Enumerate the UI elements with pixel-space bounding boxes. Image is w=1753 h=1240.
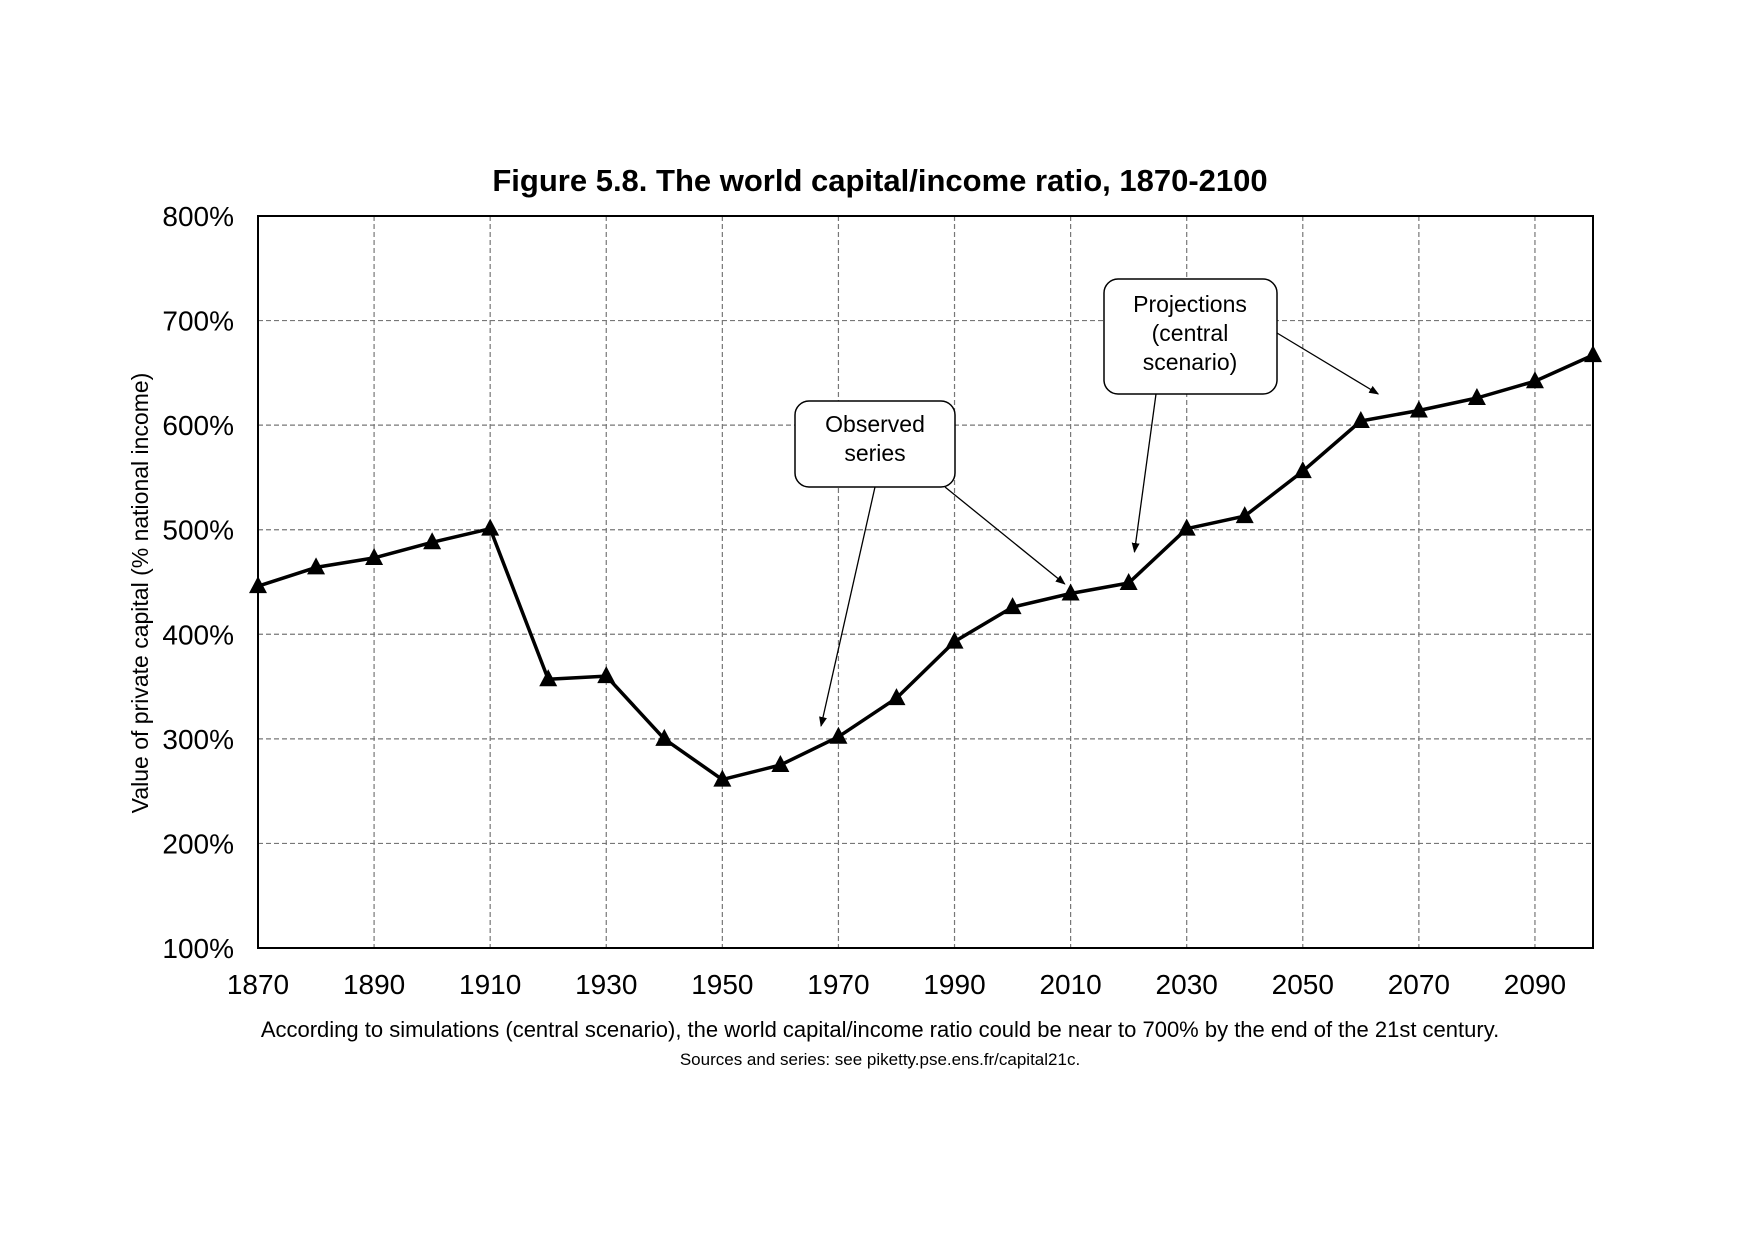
y-tick-label: 600% <box>162 410 234 441</box>
annotations: Observed series Projections (central scenari… <box>794 278 1380 727</box>
plot-frame <box>257 215 1594 949</box>
x-tick-label: 1950 <box>691 969 753 1000</box>
data-point-marker <box>1003 597 1022 615</box>
x-tick-label: 1910 <box>459 969 521 1000</box>
data-point-marker <box>945 631 964 649</box>
series <box>249 345 1602 787</box>
annotation-arrow <box>1276 332 1380 395</box>
x-tick-label: 1890 <box>343 969 405 1000</box>
data-point-marker <box>1584 345 1602 363</box>
data-point-marker <box>713 769 732 787</box>
data-point-marker <box>249 576 267 594</box>
data-point-marker <box>829 726 848 744</box>
x-tick-label: 1870 <box>227 969 289 1000</box>
chart-title: Figure 5.8. The world capital/income rat… <box>492 163 1267 198</box>
data-point-marker <box>1061 583 1080 601</box>
x-tick-label: 1970 <box>807 969 869 1000</box>
y-tick-label: 300% <box>162 724 234 755</box>
annotation-text: (central <box>1152 320 1229 346</box>
annotation-box <box>794 400 956 488</box>
annotation-arrow <box>1131 393 1157 553</box>
data-point-marker <box>365 547 384 565</box>
grid <box>258 216 1593 948</box>
data-point-marker <box>539 669 558 687</box>
x-tick-label: 1930 <box>575 969 637 1000</box>
x-tick-label: 2030 <box>1156 969 1218 1000</box>
y-tick-label: 500% <box>162 515 234 546</box>
annotation-text: Observed <box>825 411 925 437</box>
data-point-marker <box>887 688 906 706</box>
data-point-marker <box>1525 371 1544 389</box>
data-point-marker <box>1409 400 1428 418</box>
y-axis-label: Value of private capital (% national inc… <box>127 373 153 814</box>
figure-caption: According to simulations (central scenar… <box>230 1016 1530 1074</box>
y-tick-label: 700% <box>162 306 234 337</box>
x-tick-label: 1990 <box>923 969 985 1000</box>
annotation-arrow <box>944 486 1066 585</box>
caption-source: Sources and series: see piketty.pse.ens.… <box>679 1050 1081 1069</box>
annotation-arrow <box>819 486 876 727</box>
data-point-marker <box>1119 573 1138 591</box>
data-point-marker <box>1177 518 1196 536</box>
data-point-marker <box>307 557 326 575</box>
data-point-marker <box>1293 461 1312 479</box>
y-tick-label: 800% <box>162 201 234 232</box>
x-tick-label: 2090 <box>1504 969 1566 1000</box>
annotation-box <box>1103 278 1278 395</box>
y-tick-label: 200% <box>162 828 234 859</box>
x-tick-label: 2070 <box>1388 969 1450 1000</box>
axis-ticks: 1870 1890 1910 1930 1950 1970 1990 2010 2030 2050… <box>162 201 1566 1000</box>
data-point-marker <box>1351 410 1370 428</box>
x-tick-label: 2050 <box>1272 969 1334 1000</box>
data-point-marker <box>597 666 616 684</box>
y-tick-label: 100% <box>162 933 234 964</box>
data-point-marker <box>771 755 790 772</box>
annotation-text: scenario) <box>1143 349 1238 375</box>
annotation-text: Projections <box>1133 291 1247 317</box>
y-tick-label: 400% <box>162 619 234 650</box>
data-point-marker <box>655 728 674 746</box>
data-point-marker <box>1467 387 1486 405</box>
annotation-projections: Projections (central scenario) <box>1103 278 1380 553</box>
data-point-marker <box>1235 506 1254 524</box>
series-line <box>257 353 1594 782</box>
data-point-marker <box>481 518 500 536</box>
annotation-observed-series: Observed series <box>794 400 1066 727</box>
caption-main: According to simulations (central scenar… <box>260 1017 1500 1042</box>
data-point-marker <box>423 532 442 550</box>
annotation-text: series <box>844 440 905 466</box>
x-tick-label: 2010 <box>1039 969 1101 1000</box>
